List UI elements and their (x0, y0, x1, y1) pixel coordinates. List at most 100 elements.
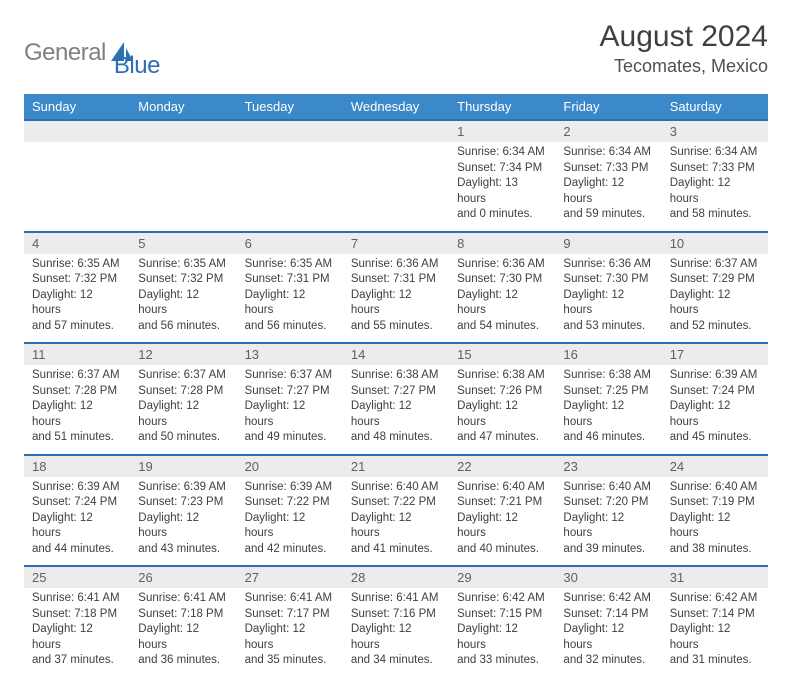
sunset-text: Sunset: 7:27 PM (351, 384, 441, 400)
day-number: 30 (555, 567, 661, 588)
sunrise-text: Sunrise: 6:35 AM (32, 257, 122, 273)
day-cell: Sunrise: 6:35 AMSunset: 7:32 PMDaylight:… (24, 254, 130, 343)
sunrise-text: Sunrise: 6:39 AM (32, 480, 122, 496)
logo-text-blue: Blue (114, 52, 160, 80)
sunset-text: Sunset: 7:16 PM (351, 607, 441, 623)
day-cell (237, 142, 343, 231)
daylight-text-2: and 37 minutes. (32, 653, 122, 669)
daylight-text-2: and 56 minutes. (138, 319, 228, 335)
week-row: Sunrise: 6:39 AMSunset: 7:24 PMDaylight:… (24, 477, 768, 566)
day-cell: Sunrise: 6:37 AMSunset: 7:29 PMDaylight:… (662, 254, 768, 343)
day-cell (24, 142, 130, 231)
sunrise-text: Sunrise: 6:39 AM (138, 480, 228, 496)
day-cell: Sunrise: 6:35 AMSunset: 7:31 PMDaylight:… (237, 254, 343, 343)
daylight-text-2: and 40 minutes. (457, 542, 547, 558)
sunrise-text: Sunrise: 6:36 AM (351, 257, 441, 273)
day-cell: Sunrise: 6:40 AMSunset: 7:22 PMDaylight:… (343, 477, 449, 566)
sunrise-text: Sunrise: 6:38 AM (457, 368, 547, 384)
daylight-text-2: and 50 minutes. (138, 430, 228, 446)
daylight-text-1: Daylight: 12 hours (457, 399, 547, 430)
sunset-text: Sunset: 7:32 PM (138, 272, 228, 288)
day-cell: Sunrise: 6:35 AMSunset: 7:32 PMDaylight:… (130, 254, 236, 343)
day-cell: Sunrise: 6:42 AMSunset: 7:14 PMDaylight:… (555, 588, 661, 677)
day-cell: Sunrise: 6:40 AMSunset: 7:21 PMDaylight:… (449, 477, 555, 566)
daylight-text-1: Daylight: 12 hours (32, 622, 122, 653)
sunset-text: Sunset: 7:33 PM (563, 161, 653, 177)
sunset-text: Sunset: 7:31 PM (351, 272, 441, 288)
daylight-text-1: Daylight: 12 hours (138, 288, 228, 319)
week-row: Sunrise: 6:37 AMSunset: 7:28 PMDaylight:… (24, 365, 768, 454)
daylight-text-2: and 49 minutes. (245, 430, 335, 446)
day-cell: Sunrise: 6:41 AMSunset: 7:17 PMDaylight:… (237, 588, 343, 677)
day-number: 27 (237, 567, 343, 588)
day-number (237, 121, 343, 142)
sunrise-text: Sunrise: 6:40 AM (670, 480, 760, 496)
daylight-text-2: and 55 minutes. (351, 319, 441, 335)
daylight-text-1: Daylight: 12 hours (457, 511, 547, 542)
daylight-text-1: Daylight: 12 hours (457, 288, 547, 319)
sunrise-text: Sunrise: 6:41 AM (32, 591, 122, 607)
day-number: 15 (449, 344, 555, 365)
day-cell: Sunrise: 6:34 AMSunset: 7:33 PMDaylight:… (662, 142, 768, 231)
sunset-text: Sunset: 7:24 PM (32, 495, 122, 511)
sunset-text: Sunset: 7:21 PM (457, 495, 547, 511)
sunset-text: Sunset: 7:24 PM (670, 384, 760, 400)
sunset-text: Sunset: 7:19 PM (670, 495, 760, 511)
daylight-text-2: and 35 minutes. (245, 653, 335, 669)
day-number: 19 (130, 456, 236, 477)
daylight-text-2: and 46 minutes. (563, 430, 653, 446)
daylight-text-2: and 56 minutes. (245, 319, 335, 335)
day-header-sun: Sunday (24, 94, 130, 119)
day-number: 20 (237, 456, 343, 477)
sunset-text: Sunset: 7:18 PM (32, 607, 122, 623)
sunset-text: Sunset: 7:25 PM (563, 384, 653, 400)
sunrise-text: Sunrise: 6:38 AM (563, 368, 653, 384)
sunrise-text: Sunrise: 6:36 AM (457, 257, 547, 273)
daylight-text-2: and 57 minutes. (32, 319, 122, 335)
day-header-tue: Tuesday (237, 94, 343, 119)
day-cell (343, 142, 449, 231)
daylight-text-1: Daylight: 12 hours (563, 622, 653, 653)
day-number: 3 (662, 121, 768, 142)
sunset-text: Sunset: 7:28 PM (32, 384, 122, 400)
daynum-row: 11121314151617 (24, 344, 768, 365)
daylight-text-2: and 41 minutes. (351, 542, 441, 558)
day-cell: Sunrise: 6:36 AMSunset: 7:30 PMDaylight:… (555, 254, 661, 343)
daylight-text-1: Daylight: 12 hours (457, 622, 547, 653)
sunset-text: Sunset: 7:26 PM (457, 384, 547, 400)
daylight-text-2: and 53 minutes. (563, 319, 653, 335)
sunset-text: Sunset: 7:17 PM (245, 607, 335, 623)
sunset-text: Sunset: 7:32 PM (32, 272, 122, 288)
day-number: 31 (662, 567, 768, 588)
day-header-sat: Saturday (662, 94, 768, 119)
daylight-text-2: and 43 minutes. (138, 542, 228, 558)
daylight-text-1: Daylight: 12 hours (245, 399, 335, 430)
day-cell: Sunrise: 6:38 AMSunset: 7:27 PMDaylight:… (343, 365, 449, 454)
daylight-text-1: Daylight: 12 hours (670, 399, 760, 430)
day-number: 29 (449, 567, 555, 588)
daylight-text-1: Daylight: 12 hours (670, 288, 760, 319)
day-number: 23 (555, 456, 661, 477)
day-number: 18 (24, 456, 130, 477)
daylight-text-1: Daylight: 12 hours (138, 511, 228, 542)
sunrise-text: Sunrise: 6:40 AM (457, 480, 547, 496)
sunrise-text: Sunrise: 6:34 AM (670, 145, 760, 161)
day-number: 8 (449, 233, 555, 254)
sunrise-text: Sunrise: 6:35 AM (245, 257, 335, 273)
day-cell: Sunrise: 6:37 AMSunset: 7:28 PMDaylight:… (24, 365, 130, 454)
daylight-text-2: and 33 minutes. (457, 653, 547, 669)
sunrise-text: Sunrise: 6:36 AM (563, 257, 653, 273)
daylight-text-2: and 31 minutes. (670, 653, 760, 669)
sunset-text: Sunset: 7:22 PM (351, 495, 441, 511)
sunset-text: Sunset: 7:20 PM (563, 495, 653, 511)
sunrise-text: Sunrise: 6:42 AM (457, 591, 547, 607)
daylight-text-1: Daylight: 12 hours (245, 288, 335, 319)
sunrise-text: Sunrise: 6:35 AM (138, 257, 228, 273)
sunrise-text: Sunrise: 6:40 AM (563, 480, 653, 496)
day-cell: Sunrise: 6:41 AMSunset: 7:18 PMDaylight:… (130, 588, 236, 677)
daylight-text-1: Daylight: 12 hours (245, 622, 335, 653)
day-cell: Sunrise: 6:39 AMSunset: 7:24 PMDaylight:… (24, 477, 130, 566)
sunset-text: Sunset: 7:18 PM (138, 607, 228, 623)
day-number: 25 (24, 567, 130, 588)
day-cell: Sunrise: 6:36 AMSunset: 7:30 PMDaylight:… (449, 254, 555, 343)
